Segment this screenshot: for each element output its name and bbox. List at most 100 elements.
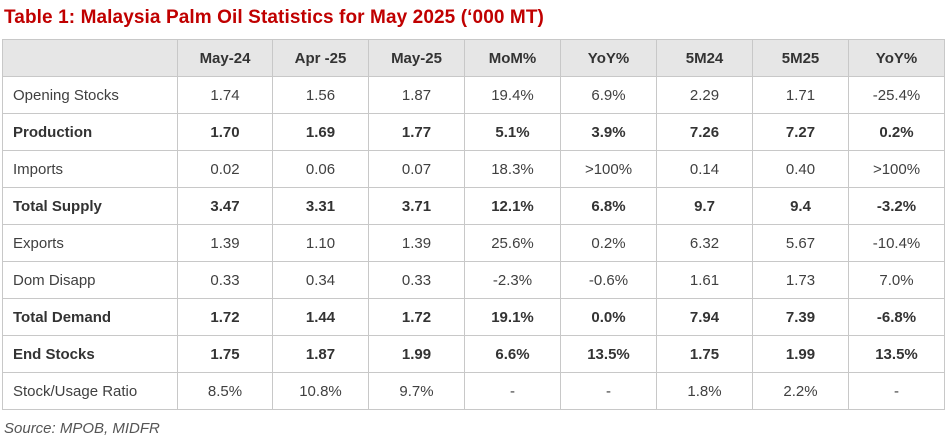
table-cell: 18.3% bbox=[464, 150, 561, 188]
table-cell: 1.44 bbox=[272, 298, 369, 336]
table-container: May-24 Apr -25 May-25 MoM% YoY% 5M24 5M2… bbox=[2, 39, 945, 410]
row-label: Dom Disapp bbox=[2, 261, 178, 299]
table-cell: 10.8% bbox=[272, 372, 369, 410]
table-cell: 12.1% bbox=[464, 187, 561, 225]
table-cell: 1.56 bbox=[272, 76, 369, 114]
table-cell: 0.33 bbox=[368, 261, 465, 299]
table-cell: 0.2% bbox=[560, 224, 657, 262]
table-cell: 0.34 bbox=[272, 261, 369, 299]
table-cell: 1.72 bbox=[368, 298, 465, 336]
table-cell: -6.8% bbox=[848, 298, 945, 336]
table-row: Total Supply 3.47 3.31 3.71 12.1% 6.8% 9.7 9.4-… bbox=[2, 187, 945, 225]
table-cell: 3.9% bbox=[560, 113, 657, 151]
table-cell: 1.99 bbox=[752, 335, 849, 373]
table-cell: -2.3% bbox=[464, 261, 561, 299]
column-header: May-24 bbox=[177, 39, 273, 77]
table-cell: 2.2% bbox=[752, 372, 849, 410]
table-cell: 1.75 bbox=[177, 335, 273, 373]
table-cell: 0.0% bbox=[560, 298, 657, 336]
table-cell: 7.26 bbox=[656, 113, 753, 151]
table-body: Opening Stocks 1.74 1.56 1.87 19.4% 6.9% 2.29 1… bbox=[2, 76, 945, 410]
row-label: Total Supply bbox=[2, 187, 178, 225]
table-cell: 0.40 bbox=[752, 150, 849, 188]
row-label: Imports bbox=[2, 150, 178, 188]
table-cell: 1.73 bbox=[752, 261, 849, 299]
table-cell: -3.2% bbox=[848, 187, 945, 225]
table-row: Production 1.70 1.69 1.77 5.1% 3.9% 7.26 7.27 0.… bbox=[2, 113, 945, 151]
table-row: Stock/Usage Ratio 8.5% 10.8% 9.7% - -1.8% 2.2%… bbox=[2, 372, 945, 410]
table-cell: 9.7% bbox=[368, 372, 465, 410]
table-cell: 3.31 bbox=[272, 187, 369, 225]
table-cell: 3.47 bbox=[177, 187, 273, 225]
table-cell: 6.8% bbox=[560, 187, 657, 225]
column-header: Apr -25 bbox=[272, 39, 369, 77]
source-note: Source: MPOB, MIDFR bbox=[4, 420, 160, 437]
table-cell: 13.5% bbox=[560, 335, 657, 373]
table-header-row: May-24 Apr -25 May-25 MoM% YoY% 5M24 5M2… bbox=[2, 39, 945, 77]
table-cell: 6.9% bbox=[560, 76, 657, 114]
table-cell: 7.39 bbox=[752, 298, 849, 336]
table-cell: 19.1% bbox=[464, 298, 561, 336]
table-row: Opening Stocks 1.74 1.56 1.87 19.4% 6.9% 2.29 1… bbox=[2, 76, 945, 114]
table-row: End Stocks 1.75 1.87 1.99 6.6% 13.5% 1.75 1.99 1… bbox=[2, 335, 945, 373]
table-row: Exports 1.39 1.10 1.39 25.6% 0.2% 6.32 5.67 -10.… bbox=[2, 224, 945, 262]
table-cell: 5.67 bbox=[752, 224, 849, 262]
column-header: 5M24 bbox=[656, 39, 753, 77]
table-cell: 1.99 bbox=[368, 335, 465, 373]
column-header: 5M25 bbox=[752, 39, 849, 77]
table-cell: - bbox=[560, 372, 657, 410]
row-label: End Stocks bbox=[2, 335, 178, 373]
table-cell: 7.94 bbox=[656, 298, 753, 336]
table-cell: 9.4 bbox=[752, 187, 849, 225]
table-cell: 3.71 bbox=[368, 187, 465, 225]
table-row: Total Demand 1.72 1.44 1.72 19.1% 0.0% 7.94 7.3… bbox=[2, 298, 945, 336]
table-cell: 1.75 bbox=[656, 335, 753, 373]
table-cell: 7.0% bbox=[848, 261, 945, 299]
table-cell: 1.8% bbox=[656, 372, 753, 410]
table-cell: 1.70 bbox=[177, 113, 273, 151]
table-cell: 6.6% bbox=[464, 335, 561, 373]
table-row: Dom Disapp 0.33 0.34 0.33 -2.3% -0.6% 1.61 1.73… bbox=[2, 261, 945, 299]
table-cell: >100% bbox=[848, 150, 945, 188]
table-cell: 1.87 bbox=[272, 335, 369, 373]
row-label: Stock/Usage Ratio bbox=[2, 372, 178, 410]
table-cell: -10.4% bbox=[848, 224, 945, 262]
table-cell: 5.1% bbox=[464, 113, 561, 151]
table-cell: 1.72 bbox=[177, 298, 273, 336]
column-header bbox=[2, 39, 178, 77]
table-cell: - bbox=[464, 372, 561, 410]
table-cell: -0.6% bbox=[560, 261, 657, 299]
table-cell: 1.39 bbox=[177, 224, 273, 262]
table-cell: 1.10 bbox=[272, 224, 369, 262]
table-cell: 6.32 bbox=[656, 224, 753, 262]
table-cell: 1.69 bbox=[272, 113, 369, 151]
table-cell: 1.71 bbox=[752, 76, 849, 114]
column-header: YoY% bbox=[848, 39, 945, 77]
row-label: Production bbox=[2, 113, 178, 151]
table-cell: 0.02 bbox=[177, 150, 273, 188]
table-cell: 1.87 bbox=[368, 76, 465, 114]
row-label: Exports bbox=[2, 224, 178, 262]
table-cell: 2.29 bbox=[656, 76, 753, 114]
table-title: Table 1: Malaysia Palm Oil Statistics fo… bbox=[4, 7, 544, 28]
table-cell: 0.2% bbox=[848, 113, 945, 151]
row-label: Opening Stocks bbox=[2, 76, 178, 114]
table-cell: - bbox=[848, 372, 945, 410]
column-header: YoY% bbox=[560, 39, 657, 77]
table-cell: 1.77 bbox=[368, 113, 465, 151]
table-cell: 0.14 bbox=[656, 150, 753, 188]
table-cell: 0.06 bbox=[272, 150, 369, 188]
table-cell: 8.5% bbox=[177, 372, 273, 410]
column-header: May-25 bbox=[368, 39, 465, 77]
table-row: Imports 0.02 0.06 0.07 18.3% >100% 0.14 0.40 >10… bbox=[2, 150, 945, 188]
table-cell: 19.4% bbox=[464, 76, 561, 114]
table-cell: 9.7 bbox=[656, 187, 753, 225]
table-cell: 1.39 bbox=[368, 224, 465, 262]
column-header: MoM% bbox=[464, 39, 561, 77]
table-cell: -25.4% bbox=[848, 76, 945, 114]
palm-oil-statistics-table: May-24 Apr -25 May-25 MoM% YoY% 5M24 5M2… bbox=[2, 39, 945, 410]
table-cell: 25.6% bbox=[464, 224, 561, 262]
row-label: Total Demand bbox=[2, 298, 178, 336]
table-cell: 13.5% bbox=[848, 335, 945, 373]
